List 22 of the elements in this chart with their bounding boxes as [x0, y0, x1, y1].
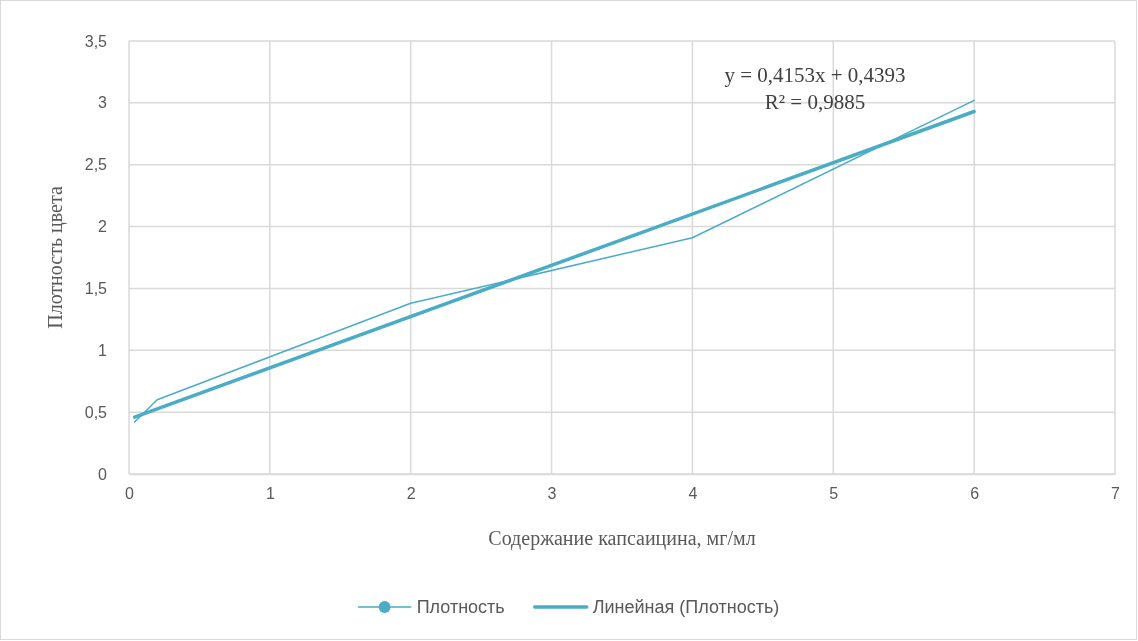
x-tick-label: 4	[688, 485, 698, 503]
legend-label: Плотность	[416, 597, 505, 617]
y-tick-label: 3,5	[84, 32, 108, 50]
x-tick-label: 0	[125, 485, 135, 503]
y-tick-label: 0,5	[84, 403, 108, 421]
y-axis-title: Плотность цвета	[44, 186, 67, 329]
x-tick-label: 1	[265, 485, 275, 503]
x-tick-label: 6	[970, 485, 980, 503]
x-axis-title: Содержание капсаицина, мг/мл	[488, 527, 756, 550]
y-tick-label: 2,5	[84, 156, 108, 174]
x-tick-label: 5	[829, 485, 839, 503]
y-tick-label: 3	[98, 94, 108, 112]
y-tick-label: 1	[98, 341, 108, 359]
y-tick-label: 1,5	[84, 280, 108, 298]
x-tick-label: 3	[547, 485, 557, 503]
y-tick-label: 0	[98, 465, 108, 483]
legend-label: Линейная (Плотность)	[592, 597, 780, 617]
x-tick-label: 2	[406, 485, 416, 503]
annotation: y = 0,4153x + 0,4393	[724, 63, 906, 87]
annotation: R² = 0,9885	[764, 90, 866, 114]
y-tick-label: 2	[98, 218, 108, 236]
x-tick-label: 7	[1111, 485, 1121, 503]
